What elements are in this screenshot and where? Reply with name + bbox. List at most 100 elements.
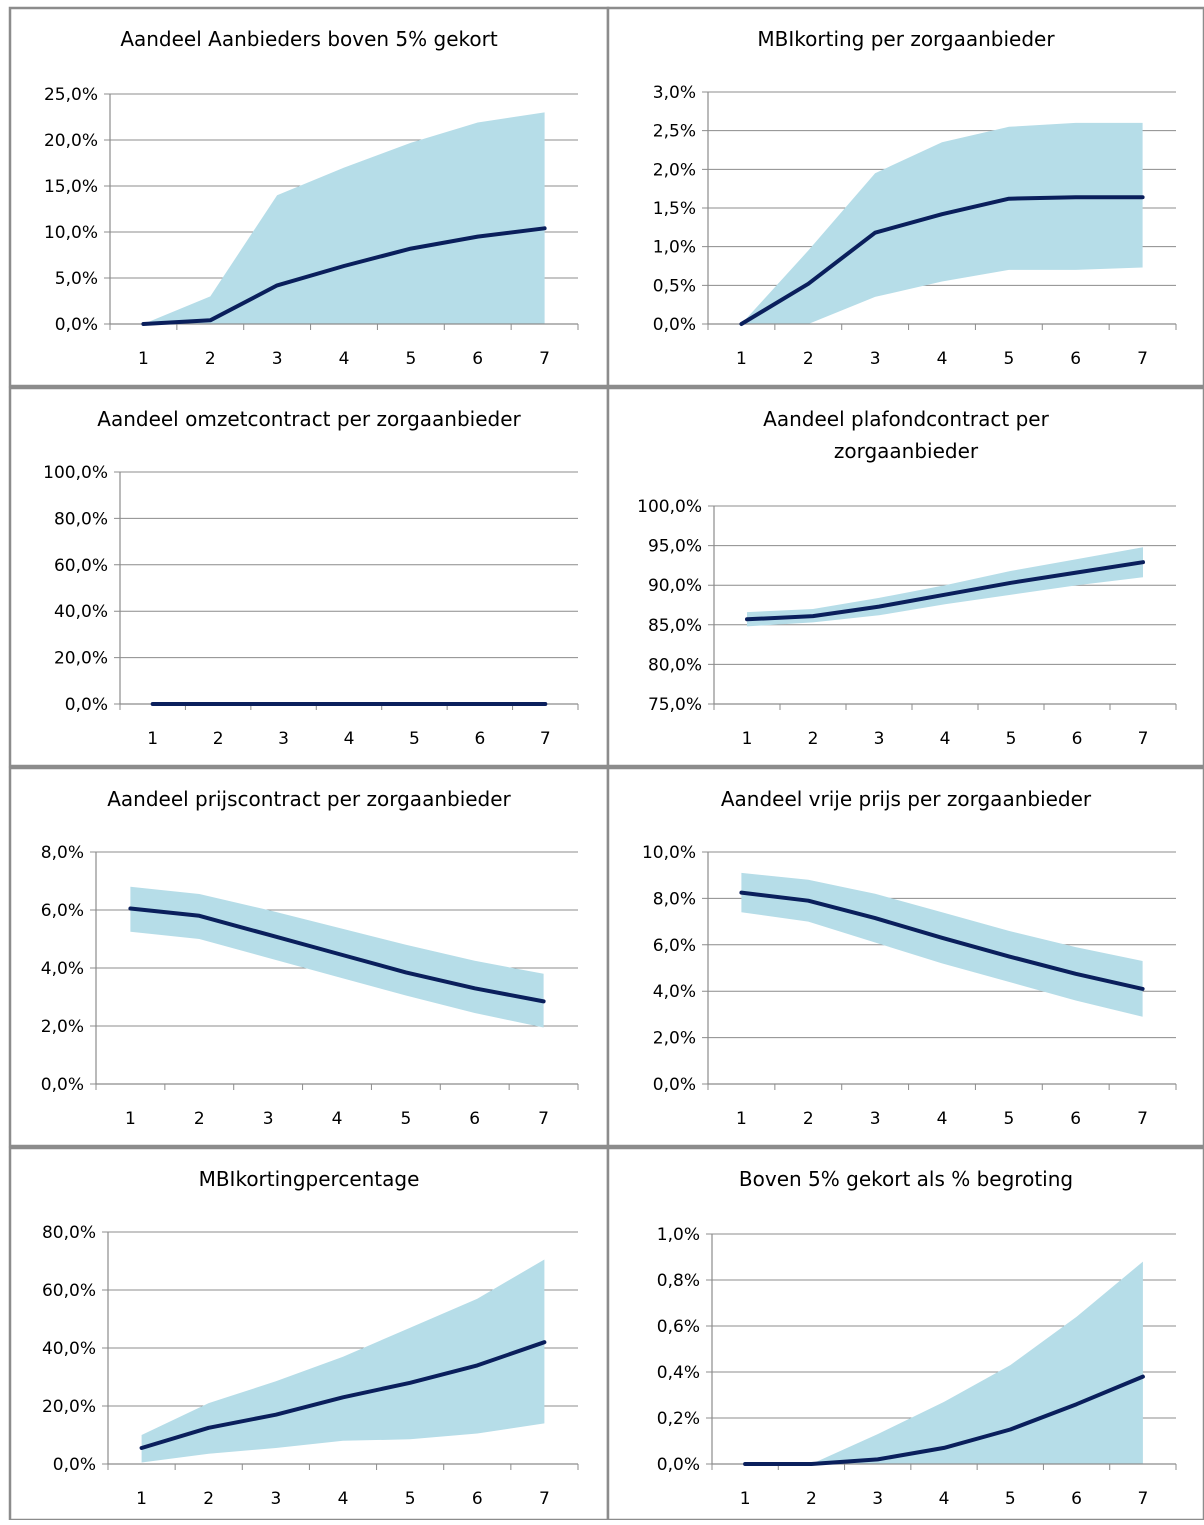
x-tick-label: 4 [939, 1489, 950, 1509]
y-tick-label: 0,5% [653, 276, 696, 296]
y-tick-label: 90,0% [648, 576, 702, 596]
x-tick-label: 6 [474, 729, 485, 749]
chart-panel-6: Aandeel vrije prijs per zorgaanbieder 0,0… [608, 768, 1204, 1146]
y-tick-label: 40,0% [42, 1339, 96, 1359]
y-tick-label: 0,0% [55, 315, 98, 335]
y-tick-label: 2,5% [653, 122, 696, 142]
y-tick-label: 0,0% [41, 1075, 84, 1095]
y-tick-label: 80,0% [42, 1223, 96, 1243]
x-tick-label: 2 [806, 1489, 817, 1509]
chart-title: Aandeel Aanbieders boven 5% gekort [120, 27, 498, 51]
y-tick-label: 20,0% [54, 649, 108, 669]
x-tick-label: 5 [409, 729, 420, 749]
y-tick-label: 1,0% [653, 238, 696, 258]
y-tick-label: 100,0% [637, 497, 702, 517]
x-tick-label: 1 [147, 729, 158, 749]
x-tick-label: 6 [1072, 729, 1083, 749]
chart-panel-5: Aandeel prijscontract per zorgaanbieder 0… [10, 768, 608, 1146]
y-tick-label: 0,0% [657, 1455, 700, 1475]
chart-panel-7: MBIkortingpercentage 0,0% 20,0% 40,0% 60,0% 8… [10, 1148, 608, 1520]
y-tick-label: 80,0% [648, 655, 702, 675]
y-tick-label: 0,0% [65, 695, 108, 715]
y-tick-label: 40,0% [54, 602, 108, 622]
x-tick-label: 3 [270, 1489, 281, 1509]
x-tick-label: 2 [203, 1489, 214, 1509]
x-tick-label: 3 [263, 1109, 274, 1129]
chart-title: Aandeel vrije prijs per zorgaanbieder [721, 787, 1092, 811]
y-tick-label: 75,0% [648, 695, 702, 715]
x-tick-label: 2 [194, 1109, 205, 1129]
x-tick-label: 6 [1070, 1109, 1081, 1129]
chart-panel-1: Aandeel Aanbieders boven 5% gekort 0,0% 5,… [10, 8, 608, 386]
x-tick-label: 1 [125, 1109, 136, 1129]
chart-panel-2: MBIkorting per zorgaanbieder 0,0% 0,5% 1,0%… [608, 8, 1204, 386]
x-tick-label: 5 [1003, 349, 1014, 369]
x-tick-label: 2 [803, 1109, 814, 1129]
y-tick-label: 6,0% [41, 901, 84, 921]
x-tick-label: 7 [1137, 1109, 1148, 1129]
x-tick-label: 6 [1070, 349, 1081, 369]
x-tick-label: 6 [469, 1109, 480, 1129]
x-tick-label: 7 [1138, 729, 1149, 749]
x-tick-label: 4 [940, 729, 951, 749]
x-tick-label: 1 [736, 1109, 747, 1129]
y-tick-label: 60,0% [42, 1281, 96, 1301]
chart-title: Aandeel prijscontract per zorgaanbieder [107, 787, 511, 811]
x-tick-label: 5 [405, 1489, 416, 1509]
x-tick-label: 6 [472, 1489, 483, 1509]
y-tick-label: 6,0% [653, 936, 696, 956]
x-tick-label: 7 [539, 1489, 550, 1509]
y-tick-label: 20,0% [44, 131, 98, 151]
x-tick-label: 6 [1071, 1489, 1082, 1509]
y-tick-label: 4,0% [41, 959, 84, 979]
x-tick-label: 3 [272, 349, 283, 369]
chart-title: Aandeel plafondcontract per [763, 407, 1049, 431]
chart-title: MBIkortingpercentage [199, 1167, 420, 1191]
chart-title: Aandeel omzetcontract per zorgaanbieder [97, 407, 521, 431]
chart-panel-8: Boven 5% gekort als % begroting 0,0% 0,2% 0… [608, 1148, 1204, 1520]
y-tick-label: 85,0% [648, 616, 702, 636]
x-tick-label: 2 [213, 729, 224, 749]
y-tick-label: 0,6% [657, 1317, 700, 1337]
x-tick-label: 4 [339, 349, 350, 369]
x-tick-label: 3 [874, 729, 885, 749]
y-tick-label: 20,0% [42, 1397, 96, 1417]
y-tick-label: 4,0% [653, 982, 696, 1002]
y-tick-label: 0,0% [653, 1075, 696, 1095]
y-tick-label: 100,0% [43, 463, 108, 483]
y-tick-label: 10,0% [642, 843, 696, 863]
x-tick-label: 7 [540, 729, 551, 749]
chart-title: zorgaanbieder [834, 439, 979, 463]
x-tick-label: 7 [1137, 349, 1148, 369]
x-tick-label: 3 [870, 1109, 881, 1129]
y-tick-label: 10,0% [44, 223, 98, 243]
chart-title: Boven 5% gekort als % begroting [739, 1167, 1073, 1191]
y-tick-label: 80,0% [54, 509, 108, 529]
y-tick-label: 0,8% [657, 1271, 700, 1291]
y-tick-label: 2,0% [653, 160, 696, 180]
x-tick-label: 7 [539, 349, 550, 369]
y-tick-label: 2,0% [41, 1017, 84, 1037]
x-tick-label: 3 [872, 1489, 883, 1509]
x-tick-label: 5 [1006, 729, 1017, 749]
y-tick-label: 5,0% [55, 269, 98, 289]
x-tick-label: 2 [205, 349, 216, 369]
x-tick-label: 7 [1137, 1489, 1148, 1509]
chart-panel-3: Aandeel omzetcontract per zorgaanbieder 0… [10, 388, 608, 766]
y-tick-label: 0,0% [53, 1455, 96, 1475]
x-tick-label: 5 [1005, 1489, 1016, 1509]
y-tick-label: 8,0% [653, 889, 696, 909]
x-tick-label: 3 [870, 349, 881, 369]
y-tick-label: 0,4% [657, 1363, 700, 1383]
x-tick-label: 1 [138, 349, 149, 369]
y-tick-label: 2,0% [653, 1029, 696, 1049]
y-tick-label: 1,0% [657, 1225, 700, 1245]
chart-title: MBIkorting per zorgaanbieder [757, 27, 1055, 51]
y-tick-label: 95,0% [648, 537, 702, 557]
y-tick-label: 0,2% [657, 1409, 700, 1429]
y-tick-label: 0,0% [653, 315, 696, 335]
y-tick-label: 60,0% [54, 556, 108, 576]
y-tick-label: 3,0% [653, 83, 696, 103]
